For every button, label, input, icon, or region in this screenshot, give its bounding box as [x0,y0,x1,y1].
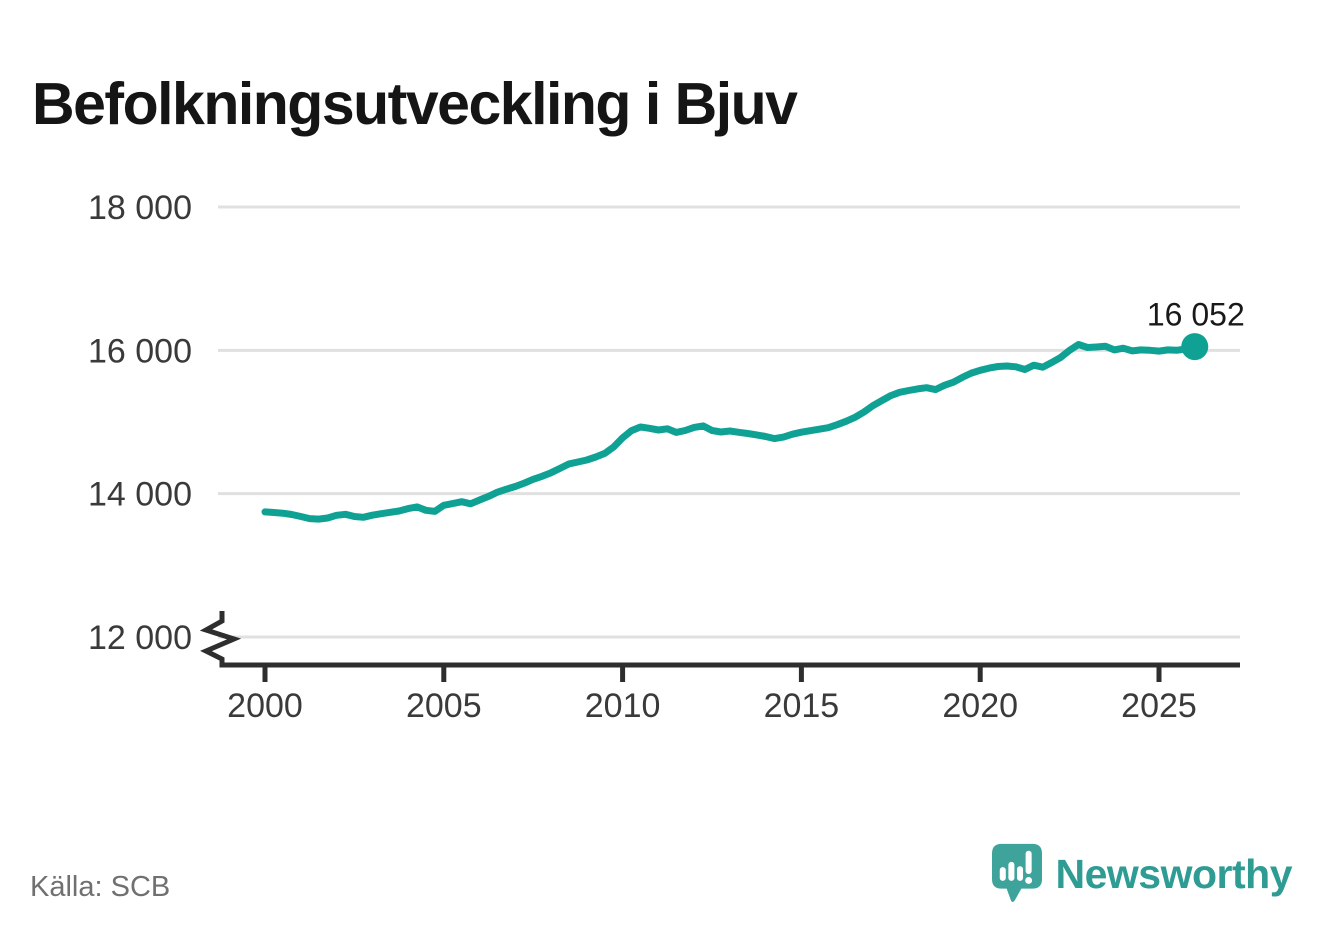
x-tick-label: 2025 [1121,687,1197,725]
source-note: Källa: SCB [30,871,171,903]
newsworthy-branding: Newsworthy [991,843,1293,905]
bar-chart-glyph [999,850,1032,884]
x-tick-label: 2000 [227,687,303,725]
exclamation-bar [1025,850,1032,874]
x-tick-label: 2015 [764,687,840,725]
y-tick-label: 12 000 [88,619,192,657]
page-title: Befolkningsutveckling i Bjuv [32,70,798,137]
exclamation-dot [1024,877,1032,884]
y-tick-label: 16 000 [88,332,192,370]
latest-value-label: 16 052 [1147,297,1245,333]
newsworthy-logo-icon [991,843,1042,903]
newsworthy-wordmark: Newsworthy [1055,851,1293,897]
x-axis-line-with-break [199,611,1240,668]
x-tick-label: 2010 [585,687,661,725]
x-tick-label: 2005 [406,687,482,725]
x-tick-label: 2020 [942,687,1018,725]
latest-point-dot [1181,333,1209,361]
population-line [261,341,1199,523]
y-tick-label: 14 000 [88,476,192,514]
y-tick-label: 18 000 [88,189,192,227]
